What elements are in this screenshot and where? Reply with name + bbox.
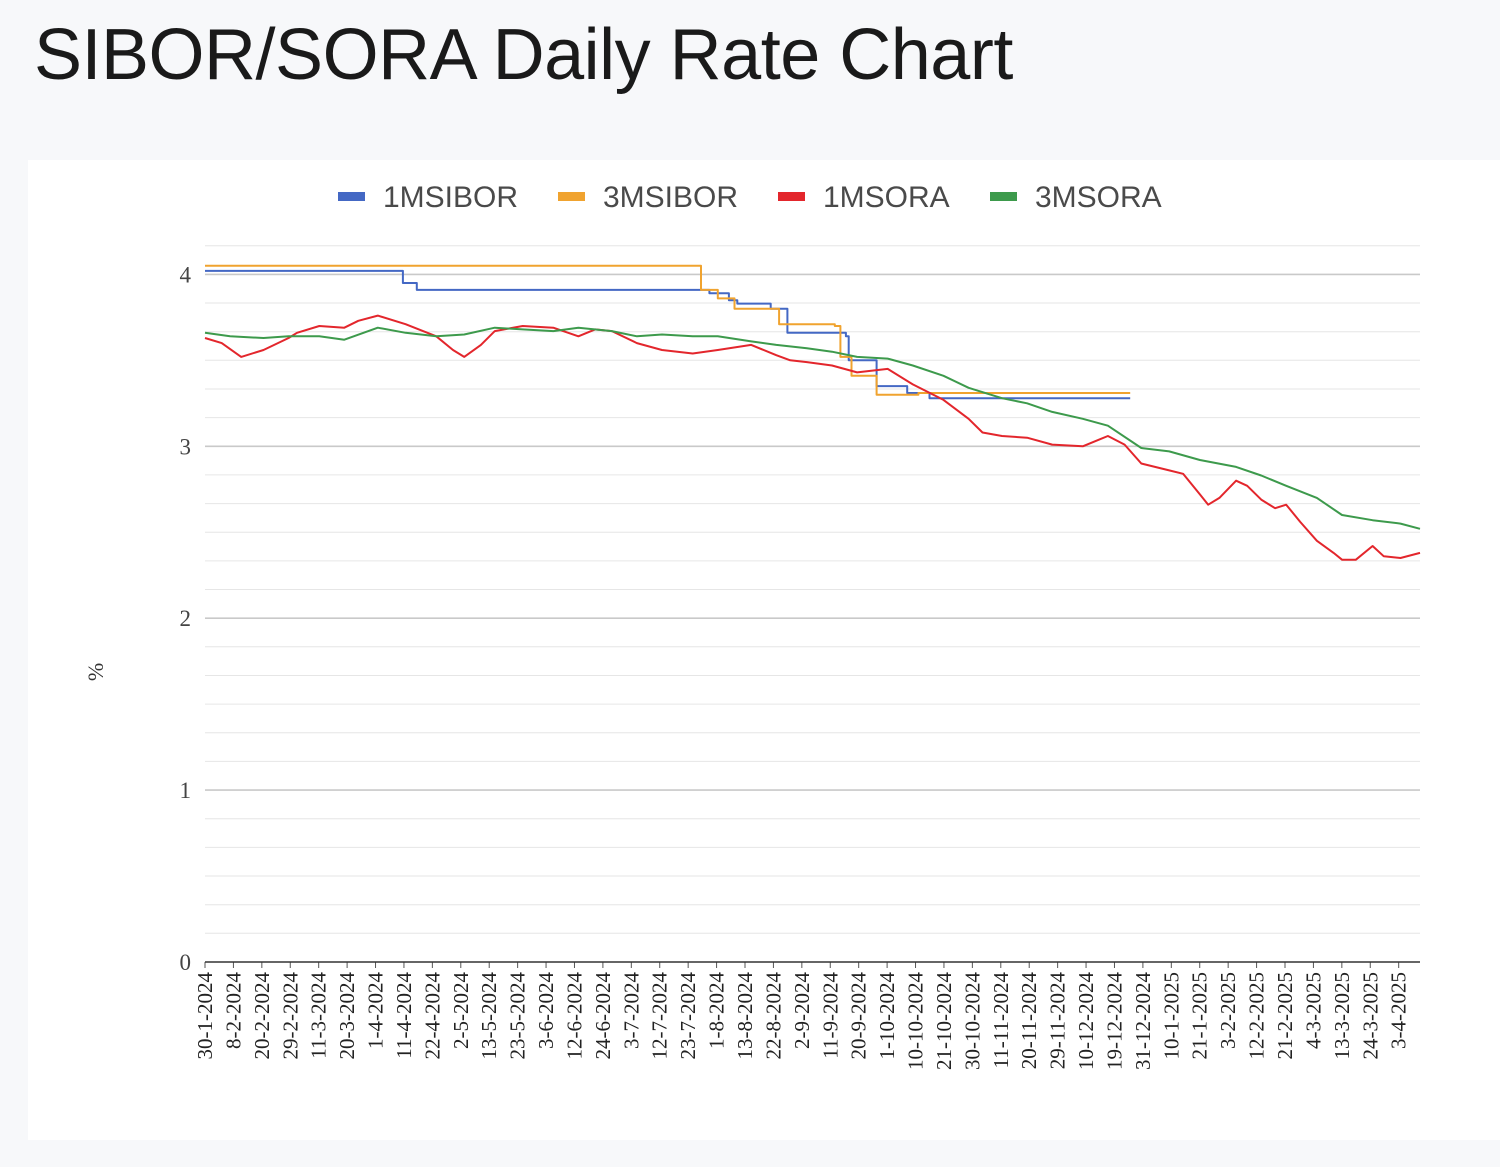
- x-tick-label: 24-3-2025: [1358, 972, 1382, 1060]
- x-tick-label: 13-3-2025: [1330, 972, 1354, 1060]
- legend-item-1msibor[interactable]: 1MSIBOR: [338, 181, 518, 214]
- x-tick-label: 30-1-2024: [193, 972, 217, 1060]
- y-tick-label: 0: [180, 950, 192, 975]
- series-layer: [204, 264, 1421, 561]
- x-tick-label: 1-8-2024: [705, 972, 729, 1049]
- x-tick-label: 12-6-2024: [563, 972, 587, 1060]
- x-tick-label: 10-12-2024: [1074, 972, 1098, 1070]
- x-tick-label: 31-12-2024: [1131, 972, 1155, 1070]
- x-tick-label: 2-9-2024: [790, 972, 814, 1049]
- x-tick-label: 11-9-2024: [818, 972, 842, 1059]
- legend-item-1msora[interactable]: 1MSORA: [778, 181, 950, 214]
- x-tick-label: 20-11-2024: [1017, 972, 1041, 1070]
- y-tick-label: 4: [180, 262, 192, 287]
- line-chart: 1MSIBOR 3MSIBOR 1MSORA 3MSORA 0 1 2 3 4 30-1-20…: [83, 181, 1421, 1070]
- x-tick-label: 8-2-2024: [221, 972, 245, 1049]
- series-line-3msibor: [205, 264, 1131, 396]
- x-tick-label: 20-2-2024: [250, 972, 274, 1060]
- x-tick-label: 23-5-2024: [506, 972, 530, 1060]
- series-line-1msora: [204, 314, 1421, 561]
- y-axis-ticks: 0 1 2 3 4: [180, 262, 192, 975]
- x-tick-label: 3-4-2025: [1387, 972, 1411, 1049]
- y-tick-label: 3: [180, 434, 192, 459]
- x-tick-label: 11-4-2024: [392, 972, 416, 1059]
- legend-label: 3MSORA: [1035, 181, 1162, 214]
- y-axis-title: %: [83, 663, 108, 681]
- x-tick-label: 24-6-2024: [591, 972, 615, 1060]
- legend-item-3msibor[interactable]: 3MSIBOR: [558, 181, 738, 214]
- x-tick-label: 2-5-2024: [449, 972, 473, 1049]
- x-tick-label: 21-10-2024: [932, 972, 956, 1070]
- x-tick-label: 29-11-2024: [1046, 972, 1070, 1070]
- legend-item-3msora[interactable]: 3MSORA: [990, 181, 1162, 214]
- y-tick-label: 2: [180, 606, 192, 631]
- x-tick-label: 10-10-2024: [904, 972, 928, 1070]
- x-tick-label: 1-10-2024: [875, 972, 899, 1060]
- x-tick-label: 20-3-2024: [335, 972, 359, 1060]
- x-tick-label: 13-8-2024: [733, 972, 757, 1060]
- x-tick-label: 30-10-2024: [960, 972, 984, 1070]
- x-tick-label: 3-2-2025: [1216, 972, 1240, 1049]
- x-tick-label: 12-7-2024: [648, 972, 672, 1060]
- x-tick-label: 23-7-2024: [676, 972, 700, 1060]
- gridlines: [205, 245, 1420, 934]
- legend-label: 1MSIBOR: [383, 181, 518, 214]
- x-tick-label: 19-12-2024: [1103, 972, 1127, 1070]
- legend-swatch: [338, 192, 365, 201]
- x-tick-label: 22-4-2024: [420, 972, 444, 1060]
- chart-legend: 1MSIBOR 3MSIBOR 1MSORA 3MSORA: [338, 181, 1162, 214]
- x-tick-label: 20-9-2024: [847, 972, 871, 1060]
- series-line-3msora: [204, 326, 1421, 530]
- y-tick-label: 1: [180, 778, 192, 803]
- chart-card: 1MSIBOR 3MSIBOR 1MSORA 3MSORA 0 1 2 3 4 30-1-20…: [28, 160, 1500, 1140]
- legend-swatch: [778, 192, 805, 201]
- x-tick-label: 22-8-2024: [761, 972, 785, 1060]
- x-tick-label: 3-7-2024: [619, 972, 643, 1049]
- x-tick-label: 11-11-2024: [989, 972, 1013, 1069]
- legend-swatch: [990, 192, 1017, 201]
- x-tick-label: 29-2-2024: [278, 972, 302, 1060]
- x-tick-label: 10-1-2025: [1159, 972, 1183, 1060]
- x-axis-ticks: 30-1-2024 8-2-2024 20-2-2024 29-2-2024 11-3-…: [193, 962, 1411, 1070]
- legend-label: 1MSORA: [823, 181, 950, 214]
- x-tick-label: 3-6-2024: [534, 972, 558, 1049]
- legend-swatch: [558, 192, 585, 201]
- x-tick-label: 4-3-2025: [1301, 972, 1325, 1049]
- x-tick-label: 13-5-2024: [477, 972, 501, 1060]
- x-tick-label: 1-4-2024: [364, 972, 388, 1049]
- legend-label: 3MSIBOR: [603, 181, 738, 214]
- x-tick-label: 21-2-2025: [1273, 972, 1297, 1060]
- x-tick-label: 11-3-2024: [307, 972, 331, 1059]
- x-tick-label: 21-1-2025: [1188, 972, 1212, 1060]
- page-title: SIBOR/SORA Daily Rate Chart: [34, 15, 1013, 95]
- x-tick-label: 12-2-2025: [1245, 972, 1269, 1060]
